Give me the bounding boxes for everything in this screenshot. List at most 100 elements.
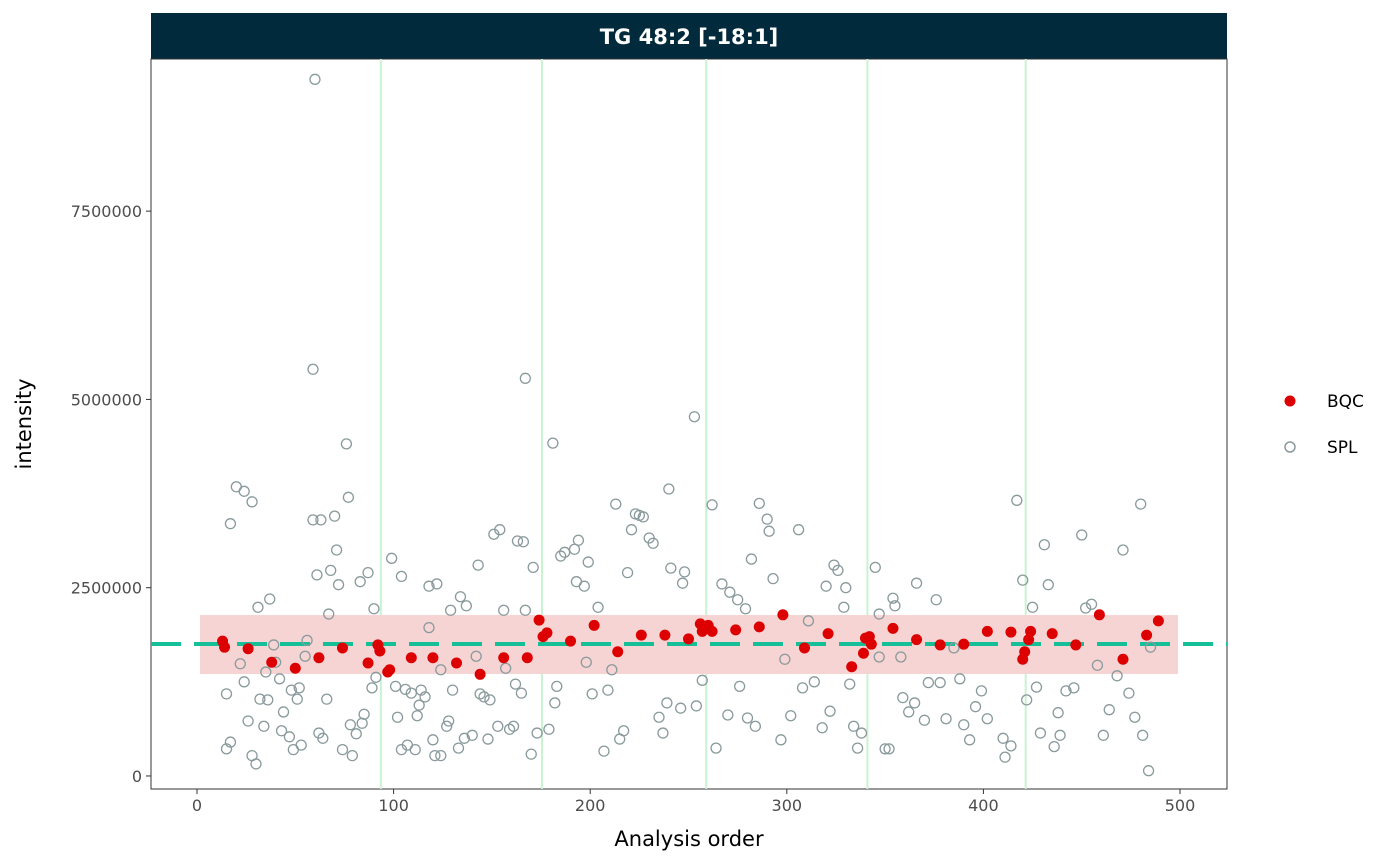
spl-point (779, 653, 791, 665)
spl-point (1068, 682, 1080, 694)
bqc-point (474, 668, 486, 680)
spl-point (688, 411, 701, 423)
spl-point (415, 684, 427, 696)
spl-point (940, 713, 952, 725)
x-axis-label: Analysis order (614, 827, 764, 851)
spl-point (543, 723, 555, 735)
spl-point (370, 671, 382, 683)
bqc-point (822, 628, 834, 640)
spl-point (519, 604, 531, 616)
spl-point (657, 727, 669, 739)
spl-point (1030, 681, 1043, 693)
spl-point (832, 564, 844, 577)
bqc-point (362, 657, 374, 669)
spl-point (242, 715, 254, 727)
spl-point (602, 684, 614, 696)
spl-point (676, 577, 689, 589)
bqc-point (242, 643, 254, 655)
spl-point (268, 639, 280, 651)
spl-point (429, 749, 441, 762)
spl-point (330, 544, 343, 556)
bqc-point (1152, 615, 1164, 627)
bqc-point (521, 652, 533, 664)
spl-point (350, 728, 362, 740)
spl-point (851, 742, 864, 754)
spl-point (848, 720, 860, 732)
spl-point (922, 676, 935, 689)
spl-point (665, 562, 677, 574)
spl-point (332, 579, 345, 591)
bqc-point (659, 629, 671, 641)
spl-point (897, 691, 909, 704)
bqc-point (565, 635, 577, 647)
strip-background (151, 13, 1227, 59)
spl-point (930, 594, 942, 606)
spl-point (443, 715, 455, 727)
spl-point (610, 498, 622, 510)
spl-point (808, 676, 820, 688)
bqc-point (336, 642, 348, 654)
spl-point (598, 745, 610, 757)
spl-point (963, 734, 976, 746)
spl-point (647, 537, 659, 549)
spl-point (460, 600, 472, 612)
spl-point (484, 694, 496, 706)
spl-point (981, 713, 993, 725)
spl-point (844, 678, 856, 690)
spl-point (323, 608, 335, 620)
spl-point (1123, 687, 1135, 699)
spl-point (621, 566, 634, 579)
spl-point (358, 708, 370, 720)
spl-point (346, 749, 358, 762)
spl-point (958, 719, 970, 731)
spl-point (423, 621, 435, 634)
spl-point (887, 592, 899, 604)
bqc-point (384, 664, 396, 676)
spl-point (578, 580, 590, 592)
spl-point (918, 714, 931, 726)
spl-point (1034, 727, 1047, 739)
bqc-point (683, 633, 695, 645)
spl-point (340, 438, 353, 450)
spl-point (1048, 740, 1060, 753)
spl-point (519, 372, 531, 384)
spl-point (435, 664, 447, 676)
bqc-point (635, 629, 647, 641)
spl-point (525, 748, 537, 760)
spl-point (478, 691, 490, 703)
bqc-point (887, 622, 899, 634)
spl-point (321, 693, 333, 705)
spl-point (250, 758, 262, 770)
spl-point (295, 739, 307, 751)
spl-point (1079, 602, 1092, 614)
spl-point (555, 550, 567, 562)
y-tick-label: 0 (132, 767, 142, 786)
y-tick-label: 2500000 (71, 579, 142, 598)
spl-point (999, 751, 1011, 763)
spl-point (820, 580, 832, 592)
bqc-point (541, 627, 553, 639)
spl-point (317, 732, 329, 744)
spl-point (761, 513, 773, 525)
spl-point (511, 535, 524, 547)
spl-point (458, 732, 471, 744)
bqc-point (865, 638, 877, 650)
spl-point (531, 727, 543, 739)
spl-point (494, 524, 506, 536)
spl-point (1117, 544, 1129, 556)
bqc-point (1019, 646, 1031, 658)
bqc-point (981, 625, 993, 637)
spl-point (840, 582, 852, 594)
spl-point (724, 586, 736, 598)
spl-point (385, 552, 398, 564)
x-tick-label: 0 (192, 796, 202, 815)
bqc-point (1117, 653, 1129, 665)
spl-point (470, 650, 482, 662)
spl-point (1052, 707, 1064, 719)
spl-point (969, 701, 982, 713)
spl-point (1005, 740, 1017, 752)
spl-point (285, 684, 298, 696)
spl-point (441, 720, 453, 732)
spl-point (413, 699, 425, 711)
bqc-point (533, 614, 545, 626)
